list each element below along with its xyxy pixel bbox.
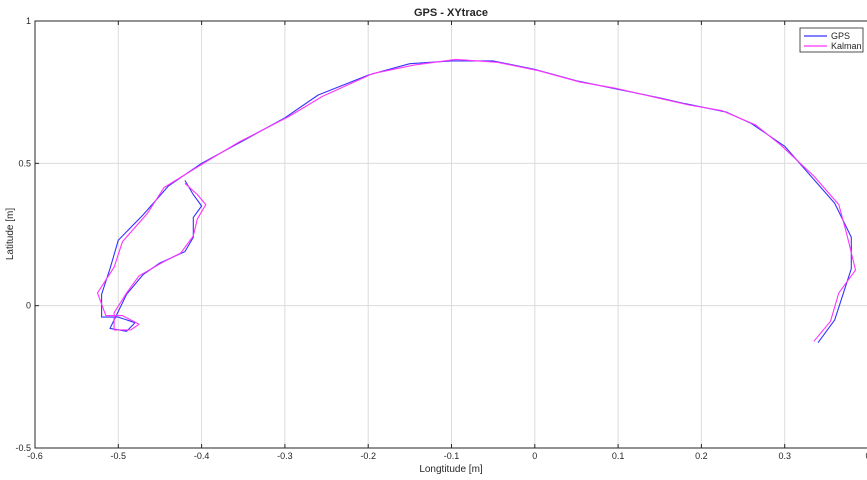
ticks: -0.6-0.5-0.4-0.3-0.2-0.100.10.20.30-0.50…	[15, 16, 867, 461]
y-tick-label: 0.5	[18, 158, 31, 168]
x-tick-label: 0	[865, 451, 867, 461]
x-tick-label: -0.5	[111, 451, 127, 461]
x-tick-label: -0.1	[444, 451, 460, 461]
x-axis-label: Longtitude [m]	[419, 464, 483, 475]
series-line-gps	[101, 60, 852, 344]
series-lines	[96, 58, 857, 344]
legend-label-gps: GPS	[831, 31, 850, 41]
legend-box	[799, 27, 864, 53]
x-tick-label: 0	[532, 451, 537, 461]
x-tick-label: -0.3	[277, 451, 293, 461]
legend-label-kalman: Kalman	[831, 41, 862, 51]
x-tick-label: 0.1	[612, 451, 625, 461]
x-tick-label: 0.2	[695, 451, 708, 461]
y-axis-label: Latitude [m]	[5, 208, 16, 260]
y-tick-label: -0.5	[15, 443, 31, 453]
y-tick-label: 1	[26, 16, 31, 26]
legend: GPS Kalman	[799, 27, 864, 53]
y-tick-label: 0	[26, 301, 31, 311]
x-tick-label: -0.4	[194, 451, 210, 461]
x-tick-label: -0.2	[360, 451, 376, 461]
x-tick-label: 0.3	[778, 451, 791, 461]
chart-title: GPS - XYtrace	[414, 7, 488, 19]
series-line-kalman	[96, 58, 857, 342]
x-tick-label: -0.6	[27, 451, 43, 461]
